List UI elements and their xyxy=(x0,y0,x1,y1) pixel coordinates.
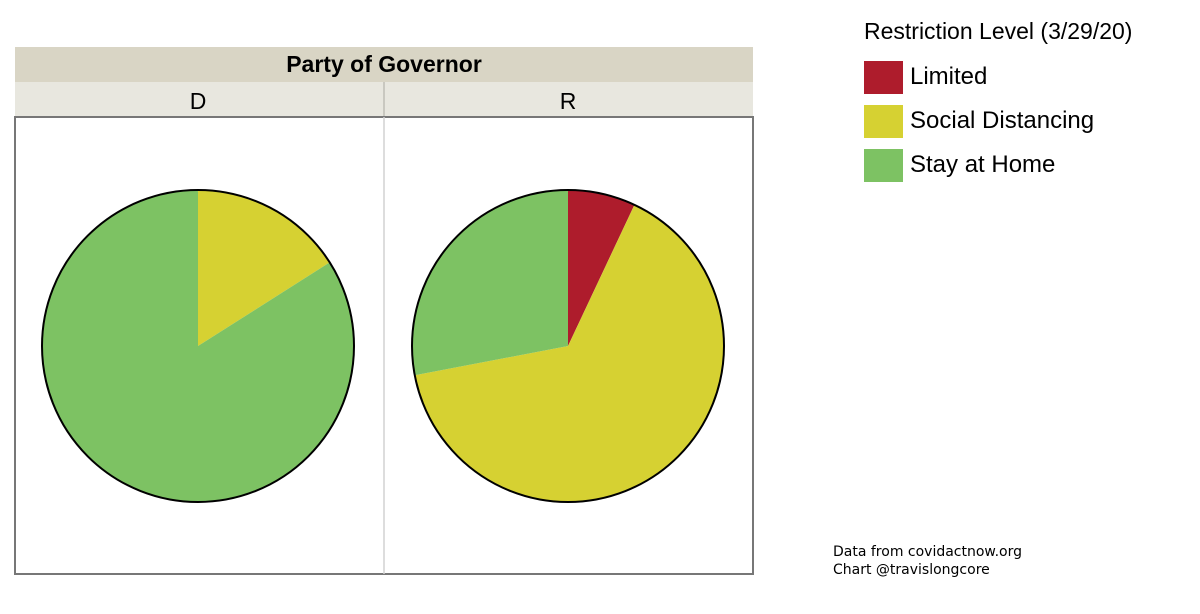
footnote-source: Data from covidactnow.org xyxy=(833,544,1023,560)
footnote-credit: Chart @travislongcore xyxy=(833,562,990,578)
legend-item-stay-at-home: Stay at Home xyxy=(864,145,1132,185)
pie-slice-r-stay-at-home xyxy=(411,190,568,376)
legend-item-limited: Limited xyxy=(864,57,1132,97)
legend-label-stay-at-home: Stay at Home xyxy=(910,151,1056,178)
legend-swatch-limited xyxy=(864,60,903,94)
legend-swatch-stay-at-home xyxy=(864,148,903,182)
facet-label-r: R xyxy=(560,88,577,114)
facet-header-r xyxy=(385,82,753,117)
panel-title-bar xyxy=(15,47,753,82)
pie-slice-r-social-distancing xyxy=(414,204,724,503)
pie-d xyxy=(41,189,355,503)
facet-header-d xyxy=(15,82,383,117)
legend-item-social-distancing: Social Distancing xyxy=(864,101,1132,141)
legend-title: Restriction Level (3/29/20) xyxy=(864,18,1133,44)
pie-outline-r xyxy=(411,189,725,503)
chart-title: Party of Governor xyxy=(286,51,482,77)
pie-slice-d-social-distancing xyxy=(198,190,330,346)
pie-slice-r-limited xyxy=(568,190,635,346)
legend-label-limited: Limited xyxy=(910,63,988,90)
pie-r xyxy=(411,189,725,503)
legend: Restriction Level (3/29/20) Limited Soci… xyxy=(864,18,1132,189)
legend-swatch-social-distancing xyxy=(864,104,903,138)
legend-label-social-distancing: Social Distancing xyxy=(910,107,1095,134)
pie-slice-d-stay-at-home xyxy=(42,190,355,502)
facet-label-d: D xyxy=(190,88,207,114)
pie-outline-d xyxy=(41,189,355,503)
footnote: Data from covidactnow.org Chart @travisl… xyxy=(833,543,1022,579)
